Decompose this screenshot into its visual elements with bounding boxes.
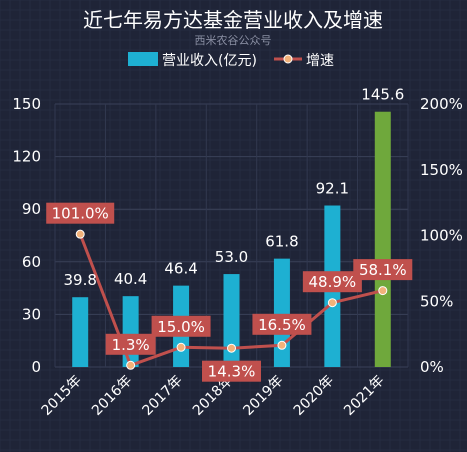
chart-title: 近七年易方达基金营业收入及增速	[83, 8, 383, 32]
bar-value-label: 53.0	[215, 248, 248, 266]
legend-bar-label: 营业收入(亿元)	[162, 53, 257, 69]
growth-value-label: 14.3%	[208, 363, 256, 381]
growth-label-box	[151, 315, 211, 337]
y-left-tick-label: 0	[31, 358, 41, 376]
growth-point	[227, 343, 236, 353]
bars	[72, 111, 391, 368]
y-right-tick-label: 100%	[420, 227, 463, 245]
bar-value-label: 46.4	[164, 260, 197, 278]
y-right-tick-label: 50%	[420, 292, 453, 310]
growth-label-box	[353, 259, 413, 281]
legend: 营业收入(亿元) 增速	[128, 52, 334, 69]
growth-label-box	[302, 271, 362, 293]
growth-point	[277, 340, 287, 350]
x-tick-label: 2021年	[341, 373, 387, 419]
y-left-tick-label: 30	[22, 305, 41, 323]
bar	[72, 297, 89, 367]
y-left-tick-label: 150	[12, 95, 41, 113]
bar	[122, 296, 139, 367]
growth-label-box	[252, 313, 312, 335]
y-right-tick-label: 0%	[420, 358, 444, 376]
bar	[273, 258, 290, 367]
bar	[223, 274, 240, 367]
growth-value-label: 1.3%	[112, 336, 150, 354]
bar-value-label: 40.4	[114, 270, 147, 288]
bar	[374, 111, 391, 368]
legend-bar-swatch	[128, 52, 158, 66]
growth-label-box	[105, 333, 156, 355]
growth-value-label: 15.0%	[157, 318, 205, 336]
growth-point	[327, 298, 337, 308]
growth-value-label: 48.9%	[309, 273, 357, 291]
y-right-tick-label: 150%	[420, 161, 463, 179]
legend-line-label: 增速	[306, 53, 334, 69]
legend-line-marker	[283, 54, 293, 64]
x-tick-label: 2016年	[89, 373, 135, 419]
growth-point	[176, 342, 186, 352]
bar-value-label: 39.8	[64, 271, 97, 289]
data-labels: 39.8 40.4 46.4 53.0 61.8 92.1 145.6 101.0% 1.3% 1…	[46, 86, 413, 382]
growth-label-box	[46, 202, 115, 224]
growth-value-label: 101.0%	[52, 205, 109, 223]
growth-line	[75, 229, 388, 370]
growth-point	[378, 286, 388, 296]
chart-subtitle: 西米农谷公众号	[195, 33, 272, 47]
bar-value-label: 145.6	[361, 86, 404, 104]
bar-value-label: 61.8	[265, 233, 298, 251]
x-tick-label: 2017年	[139, 373, 185, 419]
bar-value-label: 92.1	[316, 180, 349, 198]
growth-label-box	[202, 360, 261, 382]
growth-point	[126, 360, 136, 370]
y-left-tick-label: 60	[22, 253, 41, 271]
x-tick-label: 2015年	[39, 373, 85, 419]
growth-value-label: 16.5%	[258, 316, 306, 334]
y-left-tick-label: 90	[22, 200, 41, 218]
growth-point	[75, 229, 85, 239]
y-right-tick-label: 200%	[420, 95, 463, 113]
growth-value-label: 58.1%	[359, 261, 407, 279]
y-left-tick-label: 120	[12, 148, 41, 166]
